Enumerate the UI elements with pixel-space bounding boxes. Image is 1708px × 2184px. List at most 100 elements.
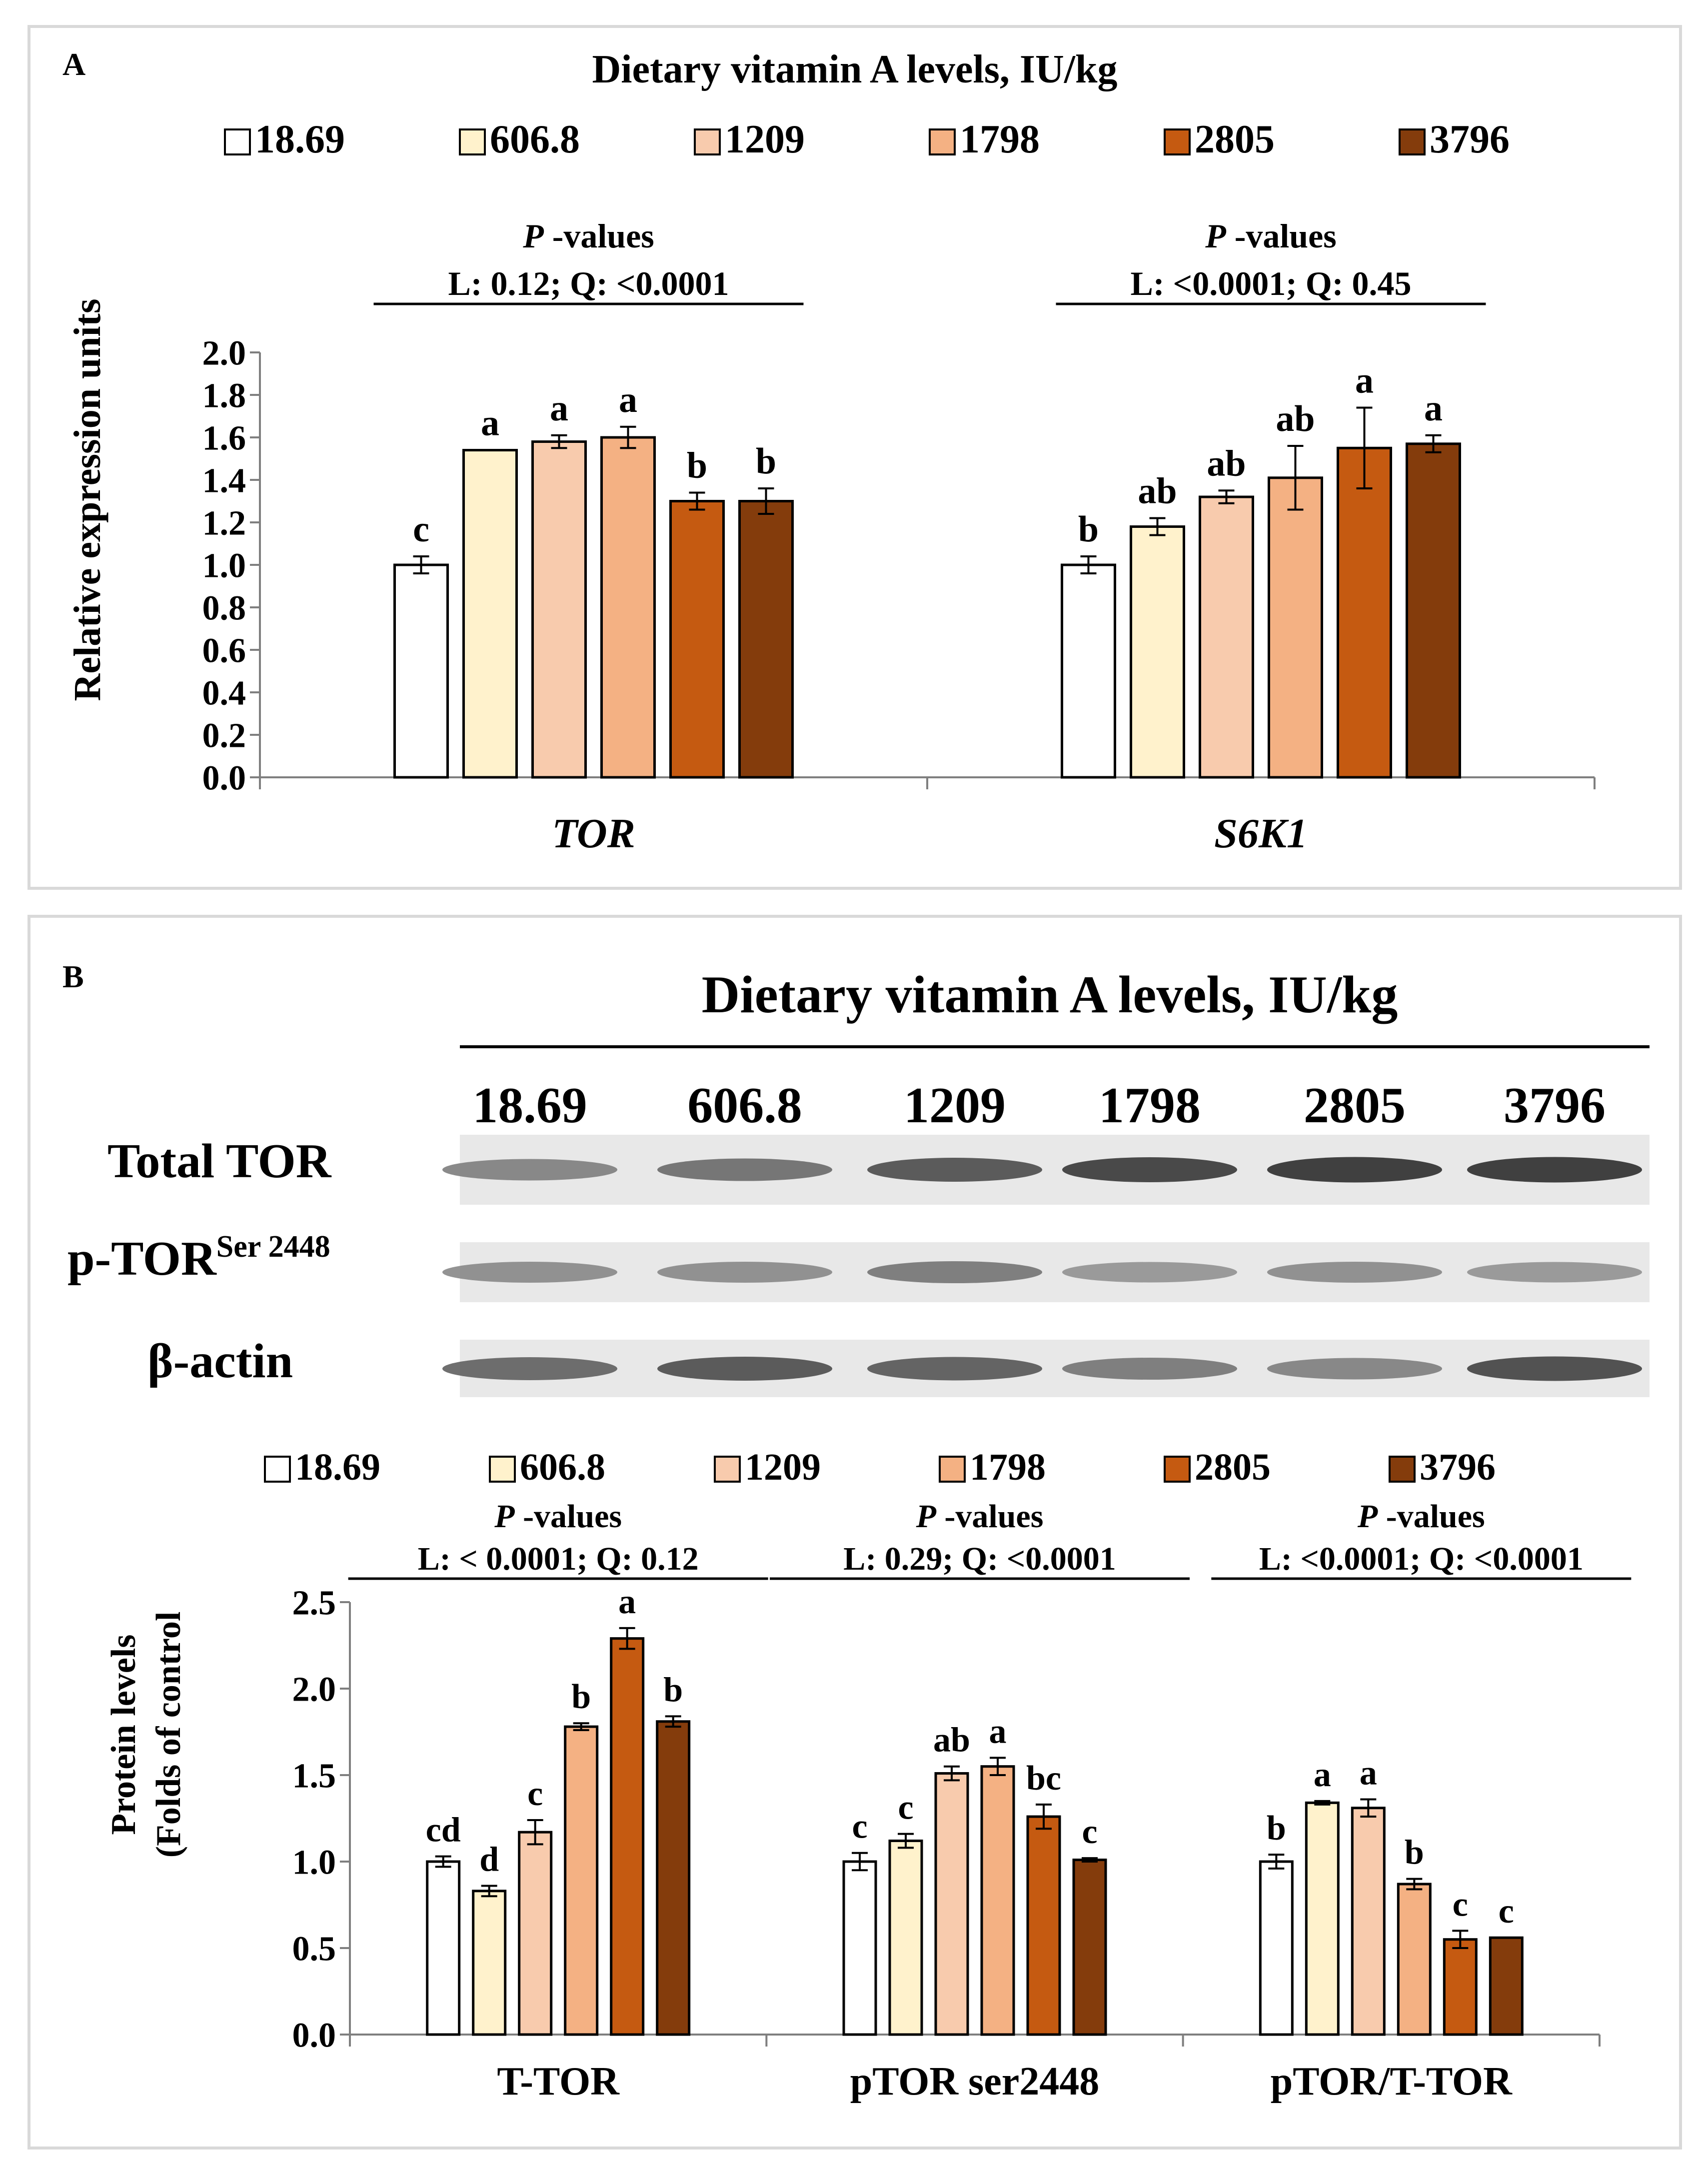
chart-b-ytick-label-2: 1.0 [292, 1844, 336, 1882]
chart-b-pvalues-text-1: L: 0.29; Q: <0.0001 [843, 1541, 1116, 1577]
legend-b-label-3: 1798 [970, 1446, 1046, 1488]
chart-b-ytick-label-5: 2.5 [292, 1584, 336, 1623]
legend-b-swatch-0 [264, 1456, 291, 1483]
blot-label-beta-actin: β-actin [147, 1334, 293, 1388]
chart-a-sig-letter-1-5: a [1424, 388, 1443, 429]
blot-level-2: 1209 [904, 1077, 1006, 1134]
chart-a-sig-letter-1-0: b [1078, 509, 1099, 550]
chart-b-ytick-label-0: 0.0 [292, 2017, 336, 2055]
chart-a-ytick-label-6: 1.2 [202, 504, 246, 543]
chart-b-bar-0-1 [472, 1890, 507, 2036]
chart-b-category-label-0: T-TOR [497, 2060, 620, 2104]
legend-b-label-0: 18.69 [295, 1446, 380, 1488]
blot-level-5: 3796 [1504, 1077, 1606, 1134]
blot-strip-p-tor-band-0 [442, 1262, 617, 1283]
blot-strip-total-tor-band-2 [867, 1158, 1042, 1182]
chart-a-ytick-label-5: 1.0 [202, 547, 246, 585]
panel-a-legend: 18.69 606.8 1209 1798 2805 3796 [224, 117, 1510, 161]
chart-a-ytick-label-0: 0.0 [202, 759, 246, 798]
chart-b-pvalues-title-1: P -values [916, 1498, 1044, 1535]
blot-strip-total-tor-band-1 [657, 1158, 832, 1181]
chart-a-bar-1-0 [1061, 563, 1116, 779]
chart-a-bar-1-3 [1268, 476, 1323, 779]
chart-a-sig-letter-0-2: a [550, 388, 568, 429]
blot-strip-beta-actin-band-5 [1467, 1356, 1642, 1381]
blot-strip-total-tor-band-4 [1267, 1157, 1442, 1183]
chart-a-ytick-label-8: 1.6 [202, 419, 246, 458]
chart-b-sig-letter-1-3: a [989, 1712, 1007, 1751]
chart-a-bar-0-0 [393, 563, 449, 779]
panel-a-ylabel: Relative expression units [66, 298, 108, 701]
chart-a-pvalues-title-1: P -values [1205, 217, 1337, 255]
blot-strip-p-tor-band-1 [657, 1262, 832, 1283]
chart-b-sig-letter-2-2: a [1360, 1754, 1377, 1792]
legend-a-swatch-0 [224, 128, 251, 155]
blot-strip-p-tor-band-5 [1467, 1262, 1642, 1283]
chart-b-sig-letter-2-0: b [1267, 1809, 1286, 1848]
chart-b-bar-2-4 [1443, 1938, 1478, 2036]
chart-b-sig-letter-2-3: b [1405, 1834, 1424, 1872]
legend-a-label-3: 1798 [960, 117, 1040, 161]
blot-strip-total-tor-band-3 [1062, 1157, 1237, 1182]
legend-a-swatch-3 [929, 128, 956, 155]
panel-b-ylabel-line2: (Folds of control [149, 1612, 188, 1858]
chart-b-sig-letter-0-3: b [571, 1678, 591, 1716]
chart-a-category-label-1: S6K1 [1214, 810, 1308, 857]
chart-a-sig-letter-1-2: ab [1207, 443, 1246, 484]
chart-a-ytick-label-2: 0.4 [202, 674, 246, 713]
blot-strip-beta-actin-band-0 [442, 1357, 617, 1380]
chart-a-sig-letter-1-3: ab [1276, 398, 1315, 439]
legend-b-label-4: 2805 [1195, 1446, 1271, 1488]
chart-a-ytick-label-9: 1.8 [202, 377, 246, 415]
chart-b-bar-1-2 [934, 1772, 969, 2036]
chart-b-ytick-label-3: 1.5 [292, 1757, 336, 1796]
western-blot-image [442, 1135, 1650, 1397]
chart-b-sig-letter-0-5: b [663, 1671, 683, 1709]
chart-b-sig-letter-2-4: c [1453, 1885, 1468, 1924]
chart-b-pvalues-title-2: P -values [1357, 1498, 1485, 1535]
chart-b-sig-letter-2-1: a [1314, 1756, 1331, 1794]
chart-b-bar-0-2 [518, 1831, 553, 2036]
blot-strip-p-tor-band-2 [867, 1261, 1042, 1283]
blot-strip-beta-actin-band-2 [867, 1357, 1042, 1381]
chart-b-bar-2-2 [1351, 1807, 1386, 2036]
blot-strip-beta-actin-band-1 [657, 1357, 832, 1381]
chart-a-bar-1-5 [1406, 442, 1461, 779]
panel-b-header: Dietary vitamin A levels, IU/kg [702, 965, 1398, 1024]
chart-a-bar-0-5 [738, 500, 794, 779]
chart-b-bar-1-0 [842, 1860, 877, 2036]
chart-a-sig-letter-1-4: a [1355, 360, 1374, 401]
chart-b-sig-letter-1-4: bc [1026, 1759, 1061, 1798]
legend-a-swatch-4 [1164, 128, 1191, 155]
chart-b-sig-letter-0-0: cd [426, 1811, 461, 1850]
panel-b-legend: 18.69 606.8 1209 1798 2805 3796 [264, 1446, 1496, 1488]
blot-level-0: 18.69 [472, 1077, 587, 1134]
legend-a-swatch-5 [1399, 128, 1426, 155]
chart-b-sig-letter-1-1: c [898, 1789, 913, 1827]
chart-a-ytick-label-10: 2.0 [202, 334, 246, 373]
legend-a-swatch-2 [694, 128, 721, 155]
chart-a-sig-letter-0-3: a [619, 379, 637, 420]
chart-a-pvalues-title-0: P -values [522, 217, 654, 255]
chart-b-sig-letter-0-4: a [618, 1583, 636, 1621]
chart-b-sig-letter-0-1: d [479, 1840, 499, 1879]
chart-b-bar-0-0 [426, 1860, 461, 2036]
chart-b-bar-2-5 [1489, 1936, 1524, 2036]
chart-a-bar-1-2 [1199, 495, 1254, 779]
legend-a-label-4: 2805 [1195, 117, 1275, 161]
chart-a-bar-1-4 [1337, 446, 1392, 779]
legend-a-label-2: 1209 [725, 117, 805, 161]
chart-b-bar-1-3 [980, 1765, 1015, 2036]
chart-a-bar-0-3 [600, 436, 656, 779]
legend-b-label-1: 606.8 [520, 1446, 605, 1488]
chart-a-sig-letter-1-1: ab [1138, 471, 1177, 512]
chart-b-category-label-2: pTOR/T-TOR [1271, 2060, 1513, 2104]
blot-strip-total-tor-band-0 [442, 1159, 617, 1181]
legend-b-swatch-3 [939, 1456, 966, 1483]
legend-a-label-1: 606.8 [490, 117, 580, 161]
chart-b-sig-letter-1-5: c [1082, 1813, 1097, 1851]
chart-b-sig-letter-1-2: ab [933, 1721, 970, 1760]
chart-b-ytick-label-1: 0.5 [292, 1930, 336, 1969]
